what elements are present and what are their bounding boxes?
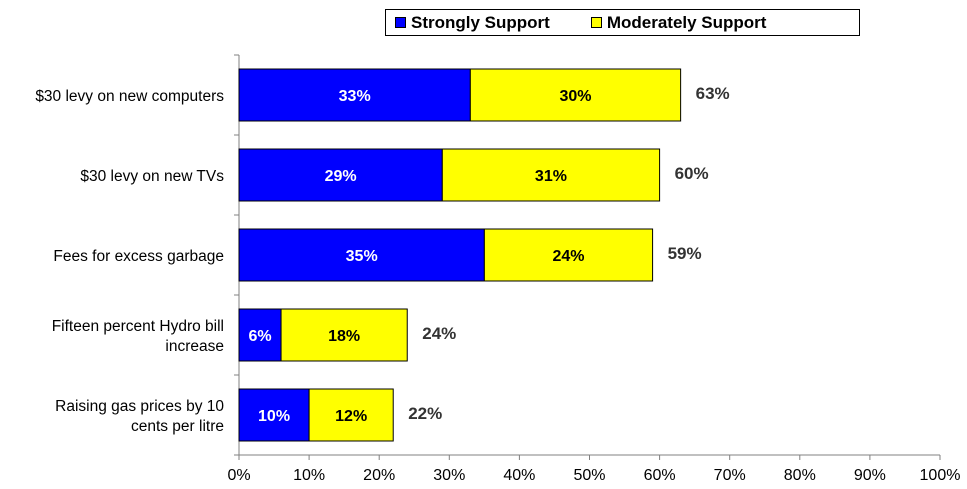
- x-tick-label: 40%: [503, 467, 535, 484]
- category-label: Fees for excess garbage: [53, 248, 224, 265]
- legend-label-strongly-support: Strongly Support: [411, 12, 550, 32]
- data-label-moderately-support: 30%: [559, 88, 591, 105]
- data-label-moderately-support: 18%: [328, 328, 360, 345]
- chart-legend: Strongly Support Moderately Support: [385, 9, 860, 36]
- total-label: 24%: [422, 324, 456, 343]
- total-label: 63%: [696, 84, 730, 103]
- category-label: $30 levy on new computers: [35, 88, 224, 105]
- x-tick-label: 50%: [573, 467, 605, 484]
- x-tick-label: 100%: [920, 467, 961, 484]
- x-tick-label: 80%: [784, 467, 816, 484]
- bar-strongly-support: [238, 228, 485, 282]
- x-tick-label: 90%: [854, 467, 886, 484]
- legend-swatch-strongly-support: [395, 17, 406, 28]
- legend-item-strongly-support: Strongly Support: [395, 13, 550, 33]
- data-label-moderately-support: 12%: [335, 408, 367, 425]
- data-label-strongly-support: 35%: [346, 248, 378, 265]
- total-label: 60%: [675, 164, 709, 183]
- legend-item-moderately-support: Moderately Support: [590, 12, 767, 33]
- category-label: $30 levy on new TVs: [80, 168, 224, 185]
- bar-moderately-support: [308, 388, 394, 442]
- bar-strongly-support: [238, 148, 443, 202]
- x-tick-label: 30%: [433, 467, 465, 484]
- data-label-strongly-support: 10%: [258, 408, 290, 425]
- x-tick-label: 20%: [363, 467, 395, 484]
- category-label: Fifteen percent Hydro bill: [52, 318, 224, 335]
- data-label-strongly-support: 29%: [325, 168, 357, 185]
- bar-moderately-support: [469, 68, 682, 122]
- data-label-strongly-support: 6%: [248, 328, 271, 345]
- bar-strongly-support: [238, 388, 310, 442]
- x-tick-label: 0%: [227, 467, 250, 484]
- bar-moderately-support: [280, 308, 408, 362]
- x-tick-label: 10%: [293, 467, 325, 484]
- bar-strongly-support: [238, 308, 282, 362]
- data-label-strongly-support: 33%: [339, 88, 371, 105]
- category-label: Raising gas prices by 10: [55, 398, 224, 415]
- bar-moderately-support: [483, 228, 654, 282]
- category-label: cents per litre: [131, 418, 224, 435]
- bar-moderately-support: [441, 148, 661, 202]
- total-label: 59%: [668, 244, 702, 263]
- category-label: increase: [165, 338, 224, 355]
- total-label: 22%: [408, 404, 442, 423]
- x-tick-label: 60%: [644, 467, 676, 484]
- data-label-moderately-support: 31%: [535, 168, 567, 185]
- x-tick-label: 70%: [714, 467, 746, 484]
- legend-swatch-moderately-support: [590, 17, 602, 28]
- data-label-moderately-support: 24%: [552, 248, 584, 265]
- bar-strongly-support: [238, 68, 471, 122]
- legend-label-moderately-support: Moderately Support: [606, 12, 767, 32]
